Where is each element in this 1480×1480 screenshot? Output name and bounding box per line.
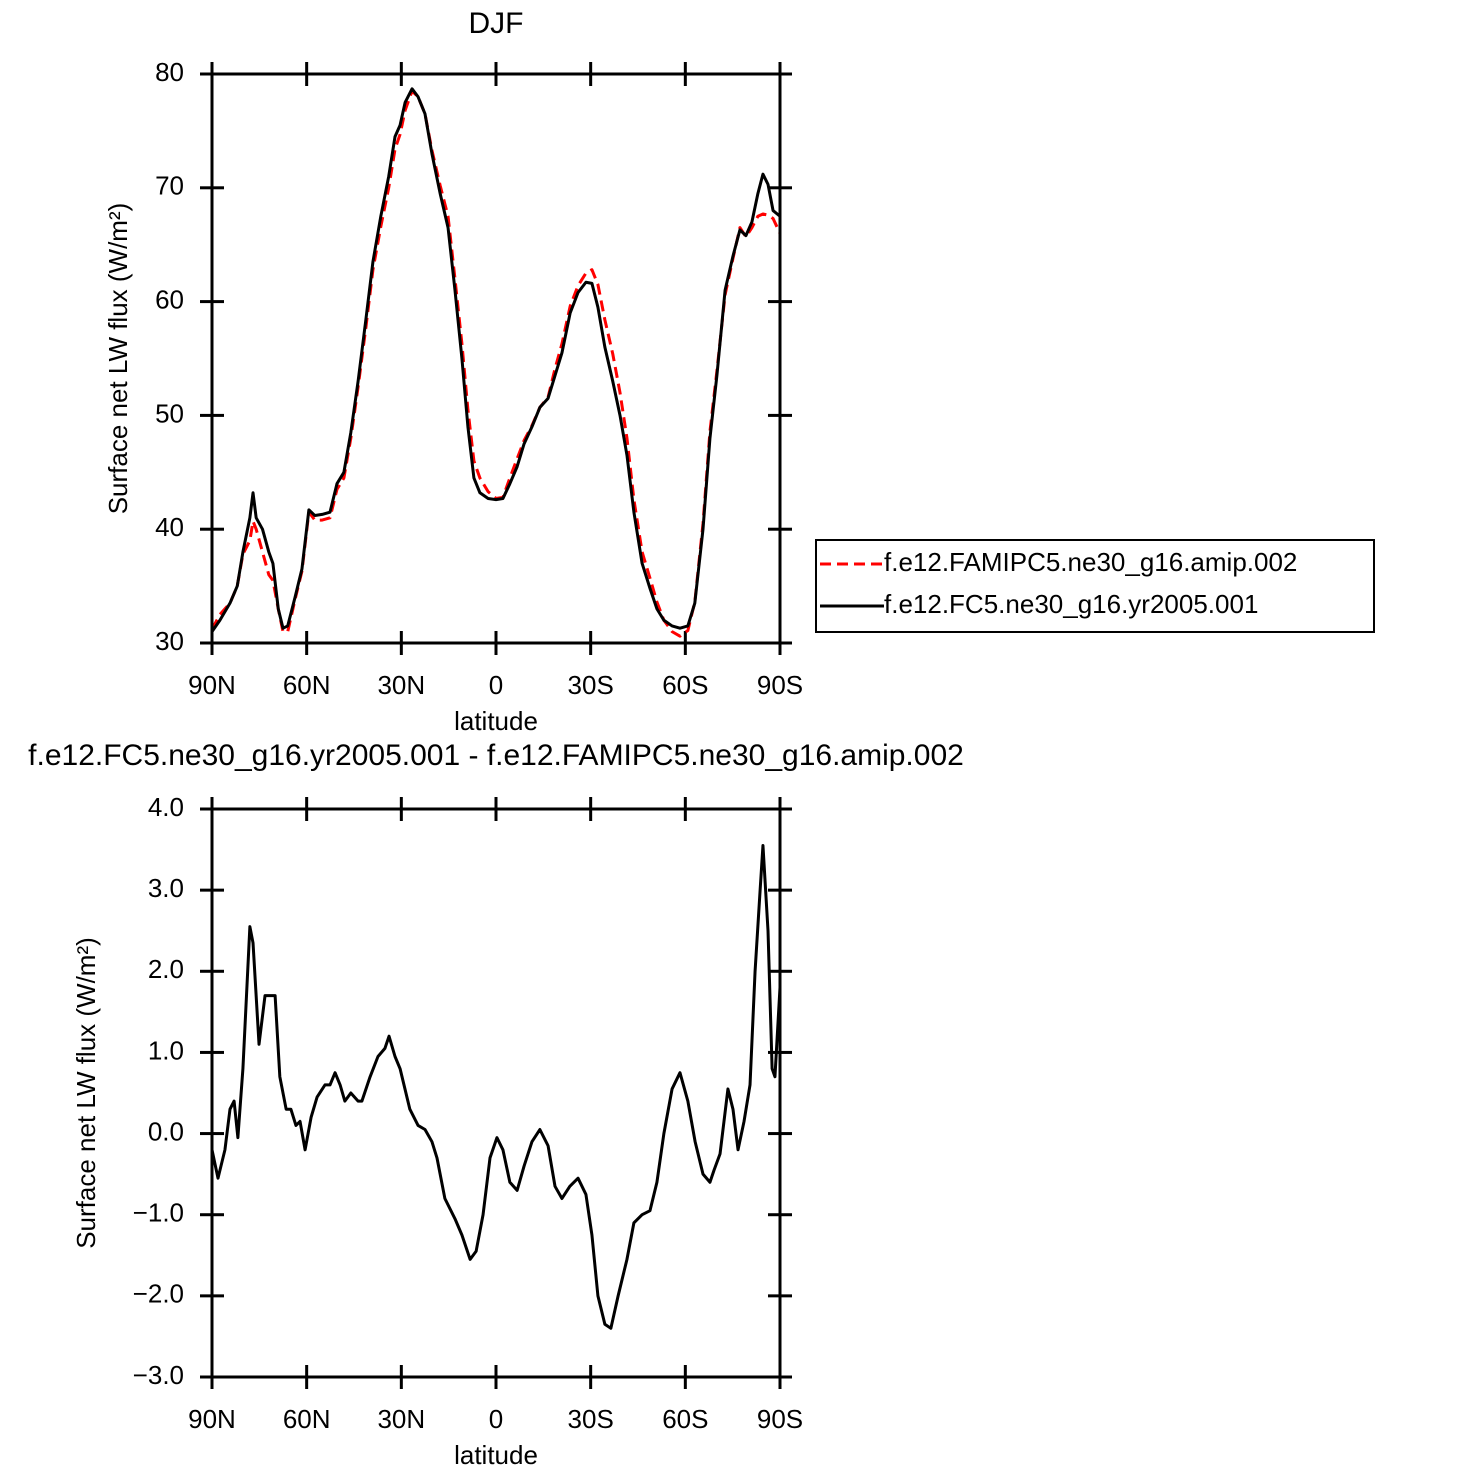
plot-frame xyxy=(210,72,782,645)
y-tick-label: 50 xyxy=(155,398,184,428)
y-tick-label: −2.0 xyxy=(133,1279,184,1309)
y-tick-label: −1.0 xyxy=(133,1198,184,1228)
y-tick-label: 0.0 xyxy=(148,1116,184,1146)
x-tick-label: 90S xyxy=(757,1404,803,1434)
legend-box xyxy=(815,539,1375,633)
y-tick-label: 2.0 xyxy=(148,954,184,984)
y-tick-label: 70 xyxy=(155,171,184,201)
y-tick-label: 4.0 xyxy=(148,792,184,822)
x-axis-label: latitude xyxy=(454,706,538,736)
y-axis-label: Surface net LW flux (W/m²) xyxy=(71,937,101,1249)
legend: f.e12.FAMIPC5.ne30_g16.amip.002 f.e12.FC5… xyxy=(815,539,1375,633)
y-tick-label: 1.0 xyxy=(148,1035,184,1065)
y-tick-label: 3.0 xyxy=(148,873,184,903)
x-tick-label: 90S xyxy=(757,670,803,700)
x-tick-label: 60N xyxy=(283,670,331,700)
x-tick-label: 30S xyxy=(568,1404,614,1434)
y-tick-label: 40 xyxy=(155,512,184,542)
y-tick-label: 30 xyxy=(155,626,184,656)
legend-label: f.e12.FC5.ne30_g16.yr2005.001 xyxy=(884,589,1258,619)
y-tick-label: −3.0 xyxy=(133,1360,184,1390)
x-tick-label: 90N xyxy=(188,1404,236,1434)
x-tick-label: 0 xyxy=(489,670,503,700)
x-tick-label: 60S xyxy=(662,670,708,700)
chart-title: DJF xyxy=(469,7,524,40)
data-line xyxy=(210,87,781,633)
y-axis-label: Surface net LW flux (W/m²) xyxy=(103,203,133,515)
x-tick-label: 60S xyxy=(662,1404,708,1434)
x-tick-label: 30N xyxy=(377,1404,425,1434)
chart-title: f.e12.FC5.ne30_g16.yr2005.001 - f.e12.FA… xyxy=(28,739,964,772)
data-line xyxy=(210,89,782,638)
x-tick-label: 0 xyxy=(489,1404,503,1434)
x-tick-label: 30S xyxy=(568,670,614,700)
x-axis-label: latitude xyxy=(454,1440,538,1470)
x-tick-label: 60N xyxy=(283,1404,331,1434)
x-tick-label: 90N xyxy=(188,670,236,700)
plot-frame xyxy=(210,807,782,1379)
x-tick-label: 30N xyxy=(377,670,425,700)
legend-label: f.e12.FAMIPC5.ne30_g16.amip.002 xyxy=(884,547,1297,577)
data-line xyxy=(210,844,782,1330)
y-tick-label: 60 xyxy=(155,284,184,314)
y-tick-label: 80 xyxy=(155,57,184,87)
